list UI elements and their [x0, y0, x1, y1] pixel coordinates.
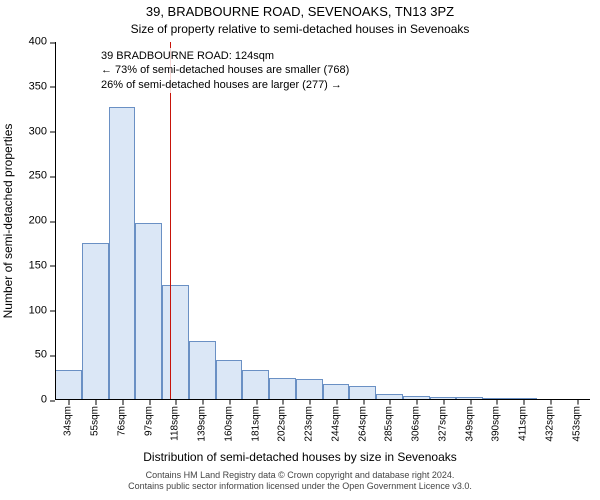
annotation-line: ← 73% of semi-detached houses are smalle… — [101, 63, 349, 77]
x-tick: 349sqm — [464, 400, 475, 442]
bar — [323, 384, 350, 400]
bar — [189, 341, 216, 400]
chart-subtitle: Size of property relative to semi-detach… — [0, 22, 600, 36]
bar — [82, 243, 109, 400]
x-tick: 55sqm — [90, 400, 101, 436]
bar — [162, 285, 189, 400]
bar — [349, 386, 376, 400]
x-axis-label: Distribution of semi-detached houses by … — [0, 450, 600, 464]
annotation-box: 39 BRADBOURNE ROAD: 124sqm← 73% of semi-… — [99, 48, 351, 93]
x-axis-line — [55, 399, 590, 400]
x-tick: 306sqm — [411, 400, 422, 442]
bar — [242, 370, 269, 400]
x-tick: 285sqm — [384, 400, 395, 442]
x-tick: 118sqm — [170, 400, 181, 441]
page: 39, BRADBOURNE ROAD, SEVENOAKS, TN13 3PZ… — [0, 0, 600, 500]
x-tick: 390sqm — [491, 400, 502, 442]
x-tick: 181sqm — [250, 400, 261, 442]
y-tick: 50 — [35, 350, 55, 361]
footer-line-1: Contains HM Land Registry data © Crown c… — [0, 470, 600, 481]
reference-line — [170, 42, 171, 400]
x-tick: 160sqm — [223, 400, 234, 442]
y-axis-line — [55, 42, 56, 400]
y-tick: 150 — [29, 260, 55, 271]
bar — [109, 107, 136, 400]
y-tick: 200 — [29, 216, 55, 227]
chart-title: 39, BRADBOURNE ROAD, SEVENOAKS, TN13 3PZ — [0, 4, 600, 19]
x-tick: 453sqm — [571, 400, 582, 442]
bar — [135, 223, 162, 400]
histogram-bars — [55, 42, 590, 400]
x-tick: 34sqm — [63, 400, 74, 436]
footer-line-2: Contains public sector information licen… — [0, 481, 600, 492]
y-tick: 300 — [29, 126, 55, 137]
x-tick: 76sqm — [116, 400, 127, 436]
annotation-line: 39 BRADBOURNE ROAD: 124sqm — [101, 49, 349, 63]
bar — [55, 370, 82, 400]
x-tick: 97sqm — [143, 400, 154, 436]
x-tick: 432sqm — [544, 400, 555, 442]
x-tick: 327sqm — [437, 400, 448, 442]
plot-area: 39 BRADBOURNE ROAD: 124sqm← 73% of semi-… — [55, 42, 590, 400]
bar — [216, 360, 243, 400]
bar — [269, 378, 296, 400]
y-tick: 350 — [29, 81, 55, 92]
x-tick: 244sqm — [330, 400, 341, 442]
y-tick: 0 — [41, 395, 55, 406]
x-tick: 411sqm — [518, 400, 529, 441]
annotation-line: 26% of semi-detached houses are larger (… — [101, 78, 349, 92]
bar — [296, 379, 323, 400]
x-tick: 223sqm — [304, 400, 315, 442]
y-tick: 400 — [29, 37, 55, 48]
footer: Contains HM Land Registry data © Crown c… — [0, 470, 600, 493]
y-axis-label: Number of semi-detached properties — [1, 124, 15, 319]
x-tick: 264sqm — [357, 400, 368, 442]
x-tick: 139sqm — [197, 400, 208, 442]
y-tick: 250 — [29, 171, 55, 182]
x-tick: 202sqm — [277, 400, 288, 442]
y-tick: 100 — [29, 305, 55, 316]
